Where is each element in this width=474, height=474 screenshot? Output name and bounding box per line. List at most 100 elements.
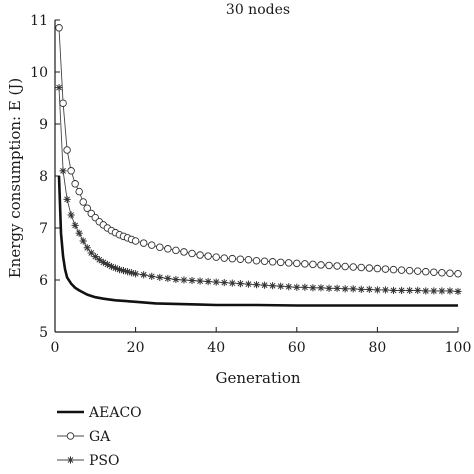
data-point-ga — [252, 257, 261, 265]
data-point-pso — [59, 167, 67, 175]
data-point-pso — [95, 256, 103, 264]
data-point-pso — [172, 275, 180, 284]
data-point-ga — [244, 255, 253, 264]
data-point-pso — [301, 283, 309, 291]
data-point-pso — [430, 287, 438, 295]
data-point-pso — [140, 271, 148, 279]
data-point-pso — [285, 283, 293, 291]
data-point-pso — [446, 287, 454, 295]
data-point-ga — [139, 239, 148, 247]
data-point-ga — [188, 249, 196, 258]
data-point-pso — [454, 287, 462, 296]
y-tick-label: 10 — [30, 65, 48, 81]
data-point-pso — [83, 244, 91, 252]
data-point-ga — [397, 266, 406, 274]
data-point-ga — [63, 146, 71, 154]
data-point-ga — [381, 265, 390, 273]
data-point-pso — [204, 277, 212, 286]
data-point-ga — [430, 268, 438, 276]
data-point-pso — [349, 285, 357, 293]
axis-ticks: 5 6 7 8 9 10 11 0 20 40 60 80 100 — [30, 13, 471, 356]
data-point-ga — [317, 261, 325, 269]
data-point-pso — [341, 285, 349, 293]
data-point-ga — [131, 237, 140, 245]
data-point-pso — [228, 279, 236, 287]
data-point-pso — [196, 277, 204, 285]
data-point-ga — [333, 262, 341, 270]
x-tick-label: 0 — [51, 340, 60, 356]
data-point-pso — [91, 253, 99, 261]
data-point-ga — [156, 243, 164, 251]
data-point-ga — [309, 260, 317, 269]
chart-title: 30 nodes — [226, 2, 290, 18]
data-point-pso — [269, 282, 277, 290]
data-point-ga — [405, 266, 414, 275]
data-point-ga — [422, 267, 430, 276]
x-tick-label: 80 — [368, 340, 386, 356]
data-point-ga — [438, 268, 446, 277]
data-point-ga — [389, 265, 398, 274]
data-point-pso — [212, 278, 220, 286]
data-point-pso — [333, 284, 341, 292]
data-point-pso — [381, 286, 390, 294]
data-point-ga — [260, 257, 269, 266]
data-point-pso — [438, 287, 446, 295]
data-point-ga — [71, 180, 79, 188]
series-aeaco — [57, 175, 458, 307]
data-point-pso — [325, 284, 333, 292]
x-tick-label: 40 — [207, 340, 225, 356]
data-point-pso — [397, 286, 406, 294]
data-point-pso — [260, 281, 269, 289]
data-point-pso — [55, 84, 63, 92]
y-tick-label: 5 — [39, 325, 48, 341]
data-point-pso — [293, 283, 301, 291]
data-point-pso — [309, 284, 317, 292]
data-point-pso — [406, 286, 414, 294]
data-point-ga — [454, 270, 462, 278]
data-point-ga — [55, 24, 63, 32]
legend-marker-pso — [66, 456, 75, 464]
legend-item-aeaco: AEACO — [57, 405, 142, 421]
data-point-pso — [132, 270, 140, 278]
legend: AEACO GA PSO — [57, 405, 142, 469]
series-ga — [55, 24, 462, 278]
data-point-ga — [59, 99, 67, 107]
legend-item-pso: PSO — [57, 453, 120, 469]
series-pso — [55, 84, 462, 296]
data-point-ga — [172, 246, 180, 255]
data-point-pso — [148, 272, 156, 280]
legend-label-pso: PSO — [89, 453, 120, 469]
data-point-pso — [373, 286, 381, 294]
y-tick-label: 7 — [39, 221, 48, 237]
data-point-ga — [79, 198, 87, 206]
data-point-ga — [180, 248, 188, 256]
data-point-pso — [277, 282, 285, 290]
data-point-ga — [228, 254, 237, 263]
y-tick-label: 8 — [39, 169, 48, 185]
data-point-pso — [79, 237, 87, 245]
series-line-aeaco — [57, 175, 458, 307]
data-point-ga — [349, 263, 357, 271]
data-point-ga — [236, 255, 245, 263]
x-tick-label: 100 — [445, 340, 472, 356]
data-point-ga — [276, 258, 285, 267]
data-point-pso — [357, 285, 365, 293]
data-point-pso — [422, 287, 430, 295]
legend-marker-ga — [66, 432, 75, 440]
data-point-pso — [365, 285, 373, 293]
legend-label-ga: GA — [89, 429, 111, 445]
data-point-ga — [373, 264, 382, 273]
data-point-ga — [204, 252, 212, 260]
data-point-ga — [293, 259, 301, 268]
data-point-ga — [67, 167, 75, 175]
legend-item-ga: GA — [57, 429, 111, 445]
x-axis-label: Generation — [215, 369, 300, 387]
data-point-pso — [317, 284, 325, 292]
data-point-ga — [446, 269, 454, 277]
data-point-ga — [301, 260, 309, 268]
data-point-pso — [156, 273, 164, 281]
data-point-ga — [83, 204, 91, 212]
data-point-ga — [365, 264, 374, 272]
x-tick-label: 60 — [288, 340, 306, 356]
